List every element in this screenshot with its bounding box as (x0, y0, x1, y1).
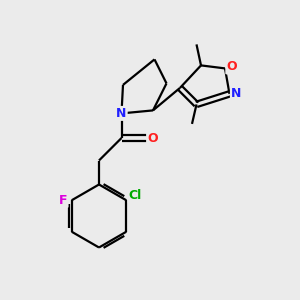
Text: O: O (147, 131, 158, 145)
Text: F: F (59, 194, 68, 207)
Text: Cl: Cl (129, 189, 142, 202)
Text: N: N (116, 107, 127, 120)
Text: N: N (231, 87, 241, 101)
Text: O: O (226, 60, 237, 74)
